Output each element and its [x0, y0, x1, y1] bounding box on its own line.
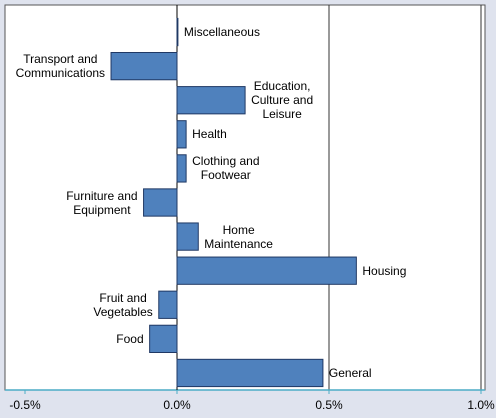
- category-label: Clothing and Footwear: [192, 154, 260, 183]
- bar: [110, 52, 178, 81]
- bar: [176, 222, 199, 251]
- category-label: Education, Culture and Leisure: [251, 79, 314, 122]
- category-label: Housing: [362, 263, 407, 278]
- x-tick-label: -0.5%: [9, 398, 41, 412]
- x-tick-label: 1.0%: [467, 398, 495, 412]
- bar: [176, 120, 187, 149]
- x-tick-label: 0.0%: [163, 398, 191, 412]
- category-label: Food: [116, 331, 144, 346]
- category-label: Furniture and Equipment: [66, 188, 138, 217]
- category-label: Transport and Communications: [15, 52, 106, 81]
- plot-area: [4, 4, 486, 391]
- category-label: Fruit and Vegetables: [93, 290, 153, 319]
- bar: [149, 324, 178, 353]
- bar: [158, 290, 178, 319]
- x-tick-label: 0.5%: [315, 398, 343, 412]
- bar: [176, 154, 187, 183]
- category-label: General: [328, 365, 372, 380]
- category-label: Miscellaneous: [183, 25, 260, 40]
- bar: [176, 17, 179, 47]
- bar: [176, 256, 357, 285]
- category-label: Home Maintenance: [204, 222, 273, 251]
- category-label: Health: [192, 127, 227, 142]
- bar: [176, 86, 246, 115]
- bar: [143, 188, 178, 217]
- bar: [176, 358, 324, 388]
